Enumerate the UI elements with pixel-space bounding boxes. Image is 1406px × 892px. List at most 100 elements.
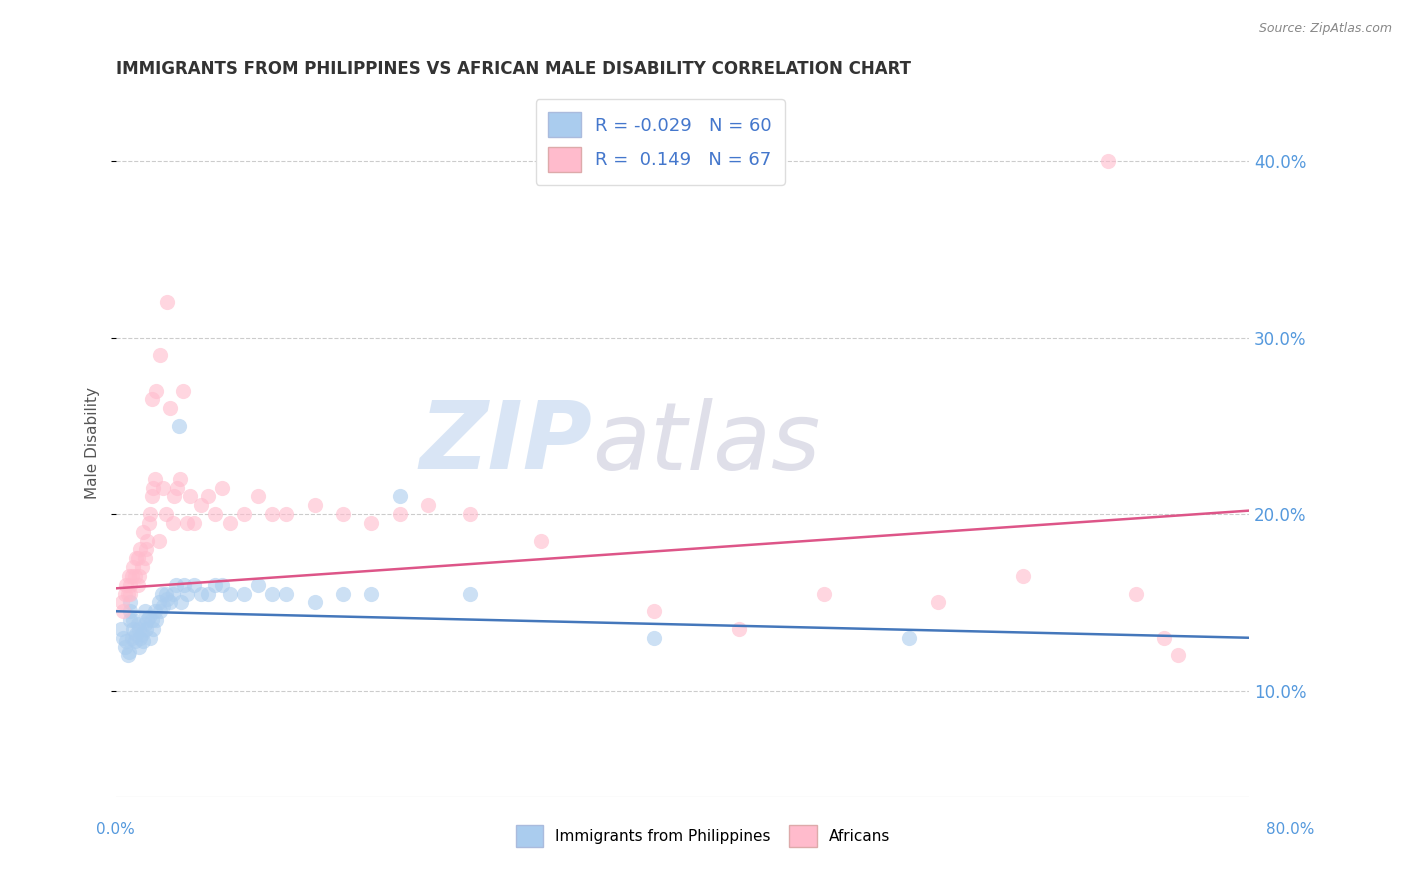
Point (156, 591, 179, 606)
Point (135, 542, 157, 557)
Point (183, 578, 205, 592)
Point (1153, 631, 1175, 645)
Point (121, 631, 143, 645)
Point (388, 490, 411, 504)
Point (360, 586, 382, 600)
Point (1167, 648, 1189, 663)
Y-axis label: Male Disability: Male Disability (86, 387, 100, 500)
Point (211, 578, 233, 592)
Point (152, 481, 174, 495)
Point (131, 627, 153, 641)
Point (150, 586, 173, 600)
Point (152, 599, 174, 613)
Point (197, 586, 219, 600)
Point (138, 609, 160, 624)
Point (204, 507, 226, 521)
Point (114, 640, 136, 654)
Point (115, 578, 138, 592)
Point (125, 551, 148, 566)
Point (176, 516, 198, 530)
Point (111, 595, 134, 609)
Point (134, 551, 156, 566)
Point (138, 516, 160, 530)
Point (246, 490, 269, 504)
Point (143, 472, 166, 486)
Point (149, 604, 172, 618)
Point (159, 401, 181, 416)
Point (117, 586, 139, 600)
Point (260, 507, 283, 521)
Text: IMMIGRANTS FROM PHILIPPINES VS AFRICAN MALE DISABILITY CORRELATION CHART: IMMIGRANTS FROM PHILIPPINES VS AFRICAN M… (117, 60, 911, 78)
Point (416, 498, 439, 512)
Point (114, 586, 136, 600)
Point (218, 586, 240, 600)
Point (142, 622, 165, 636)
Point (134, 616, 156, 631)
Point (1011, 569, 1033, 583)
Point (110, 622, 132, 636)
Point (173, 578, 195, 592)
Point (118, 645, 141, 659)
Point (172, 384, 194, 398)
Point (176, 586, 198, 600)
Point (211, 481, 233, 495)
Text: 80.0%: 80.0% (1267, 822, 1315, 837)
Point (1125, 586, 1147, 600)
Point (139, 631, 162, 645)
Point (132, 634, 155, 648)
Point (155, 586, 177, 600)
Point (141, 392, 163, 407)
Point (304, 498, 326, 512)
Point (141, 490, 163, 504)
Point (121, 569, 143, 583)
Point (122, 622, 145, 636)
Point (276, 507, 298, 521)
Point (460, 586, 482, 600)
Point (139, 507, 162, 521)
Point (120, 586, 142, 600)
Point (155, 507, 177, 521)
Point (898, 631, 921, 645)
Point (129, 631, 152, 645)
Point (124, 569, 146, 583)
Point (530, 533, 553, 548)
Point (128, 622, 150, 636)
Point (115, 634, 138, 648)
Point (813, 586, 835, 600)
Point (145, 613, 167, 627)
Point (260, 586, 283, 600)
Point (159, 595, 181, 609)
Point (197, 490, 219, 504)
Text: 0.0%: 0.0% (96, 822, 135, 837)
Text: atlas: atlas (592, 398, 820, 489)
Point (142, 481, 165, 495)
Point (167, 418, 190, 433)
Point (304, 595, 326, 609)
Point (190, 498, 212, 512)
Point (112, 604, 135, 618)
Point (141, 613, 163, 627)
Point (148, 595, 170, 609)
Point (728, 622, 751, 636)
Point (232, 507, 254, 521)
Point (1097, 153, 1119, 168)
Point (149, 348, 172, 362)
Point (179, 490, 201, 504)
Point (120, 595, 142, 609)
Point (125, 627, 148, 641)
Point (127, 616, 149, 631)
Point (112, 631, 135, 645)
Legend: Immigrants from Philippines, Africans: Immigrants from Philippines, Africans (509, 819, 897, 853)
Point (118, 569, 141, 583)
Point (332, 507, 354, 521)
Point (166, 481, 188, 495)
Point (132, 524, 155, 539)
Point (143, 604, 166, 618)
Point (122, 560, 145, 574)
Point (136, 613, 159, 627)
Point (163, 490, 186, 504)
Point (388, 507, 411, 521)
Point (232, 586, 254, 600)
Point (204, 578, 226, 592)
Point (643, 604, 665, 618)
